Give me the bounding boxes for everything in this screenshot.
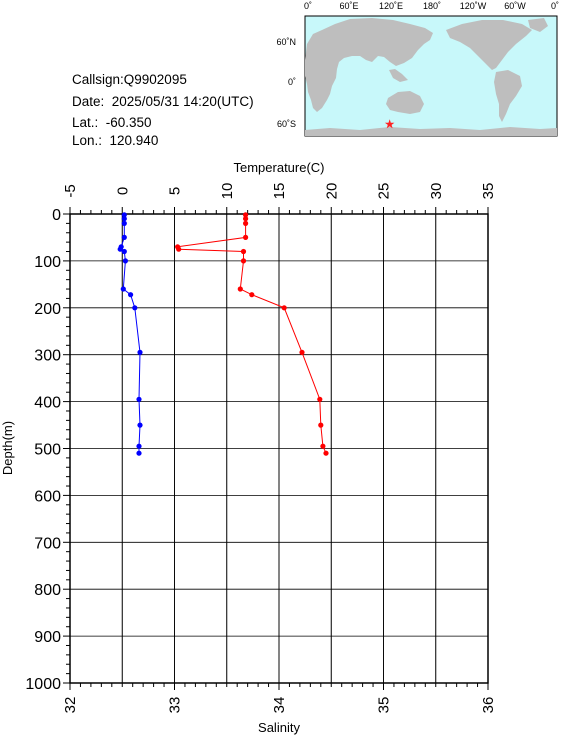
temperature-tick-label: 15 — [271, 183, 288, 200]
salinity-data-point — [122, 258, 128, 264]
salinity-data-point — [132, 305, 138, 311]
salinity-tick-label: 34 — [271, 697, 288, 714]
map-lat-labels: 60˚N 0˚ 60˚S — [276, 37, 296, 129]
map-lat-label: 0˚ — [288, 77, 296, 87]
salinity-data-point — [128, 292, 134, 298]
temperature-tick-label: 0 — [114, 187, 131, 195]
depth-tick-labels: 0 100 200 300 400 500 600 700 800 900 1000 — [25, 207, 61, 693]
map-land — [305, 18, 557, 136]
land-southeast-asia — [389, 69, 408, 82]
location-map: 0˚ 60˚E 120˚E 180˚ 120˚W 60˚W 0˚ 60˚N 0˚… — [276, 1, 559, 137]
salinity-data-point — [121, 216, 127, 222]
salinity-data-point — [136, 450, 142, 456]
temperature-tick-label: 30 — [428, 183, 445, 200]
land-africa-europe-asia — [305, 18, 433, 112]
temperature-data-point — [243, 212, 249, 218]
salinity-data-point — [137, 422, 143, 428]
depth-tick-label: 600 — [34, 488, 61, 505]
depth-tick-label: 100 — [34, 254, 61, 271]
salinity-tick-label: 33 — [167, 697, 184, 714]
map-lat-label: 60˚N — [276, 37, 296, 47]
map-lon-label: 120˚W — [460, 1, 487, 11]
map-lon-label: 120˚E — [379, 1, 403, 11]
map-lon-label: 180˚ — [423, 1, 441, 11]
salinity-data-point — [121, 212, 127, 218]
latitude-text: Lat.: -60.350 — [72, 115, 152, 130]
temperature-data-point — [243, 216, 249, 222]
salinity-tick-label: 32 — [62, 697, 79, 714]
star-icon — [384, 119, 395, 129]
salinity-data-point — [120, 286, 126, 292]
map-lon-label: 60˚E — [339, 1, 358, 11]
temperature-tick-label: 35 — [480, 183, 497, 200]
salinity-tick-label: 35 — [376, 697, 393, 714]
depth-axis-title: Depth(m) — [0, 421, 15, 475]
map-top-labels: 0˚ 60˚E 120˚E 180˚ 120˚W 60˚W 0˚ — [304, 1, 559, 11]
temperature-data-point — [240, 248, 247, 255]
temperature-data-point — [281, 305, 287, 311]
depth-tick-label: 200 — [34, 301, 61, 318]
temperature-tick-label: 25 — [376, 183, 393, 200]
temperature-data-point — [240, 258, 247, 264]
land-greenland — [528, 18, 548, 32]
temperature-data-point — [176, 246, 182, 252]
salinity-axis-title: Salinity — [258, 720, 300, 735]
data-series — [117, 212, 329, 456]
land-australia — [386, 91, 424, 114]
salinity-tick-labels: 32 33 34 35 36 — [62, 697, 497, 714]
callsign-text: Callsign:Q9902095 — [72, 72, 187, 87]
map-lon-label: 0˚ — [304, 1, 312, 11]
land-antarctica — [305, 127, 557, 136]
salinity-data-point — [136, 396, 142, 402]
depth-tick-label: 1000 — [25, 676, 61, 693]
depth-tick-label: 800 — [34, 582, 61, 599]
map-lon-label: 0˚ — [551, 1, 559, 11]
map-lon-label: 60˚W — [504, 1, 526, 11]
temperature-tick-label: 10 — [219, 183, 236, 200]
temperature-axis-title: Temperature(C) — [233, 160, 324, 175]
salinity-tick-label: 36 — [480, 697, 497, 714]
temperature-tick-labels: -5 0 5 10 15 20 25 30 35 — [62, 183, 497, 200]
temperature-data-point — [317, 396, 323, 402]
date-text: Date: 2025/05/31 14:20(UTC) — [72, 94, 254, 109]
salinity-data-point — [137, 349, 143, 355]
depth-tick-label: 900 — [34, 629, 61, 646]
depth-tick-label: 700 — [34, 535, 61, 552]
temperature-data-point — [243, 220, 249, 226]
temperature-data-point — [323, 450, 329, 456]
depth-tick-label: 500 — [34, 442, 61, 459]
salinity-data-point — [121, 234, 127, 240]
temperature-data-point — [237, 286, 243, 292]
plot-frame — [69, 213, 489, 684]
salinity-data-point — [121, 220, 127, 226]
salinity-data-point — [121, 248, 127, 255]
temperature-data-point — [243, 234, 249, 240]
depth-tick-label: 300 — [34, 348, 61, 365]
temperature-tick-label: -5 — [62, 184, 79, 197]
temperature-profile-line — [176, 214, 327, 454]
temperature-data-point — [249, 292, 255, 298]
land-north-america — [446, 20, 532, 70]
temperature-tick-label: 5 — [167, 187, 184, 195]
land-south-america — [494, 70, 522, 122]
salinity-profile-line — [119, 214, 141, 454]
temperature-data-point — [318, 422, 324, 428]
salinity-data-point — [136, 443, 142, 449]
map-lat-label: 60˚S — [277, 119, 296, 129]
depth-tick-label: 0 — [52, 207, 61, 224]
temperature-data-point — [299, 349, 305, 355]
depth-tick-label: 400 — [34, 395, 61, 412]
temperature-tick-label: 20 — [323, 183, 340, 200]
chart-grid — [70, 214, 488, 683]
salinity-data-point — [117, 246, 123, 252]
temperature-data-point — [320, 443, 326, 449]
longitude-text: Lon.: 120.940 — [72, 133, 159, 148]
